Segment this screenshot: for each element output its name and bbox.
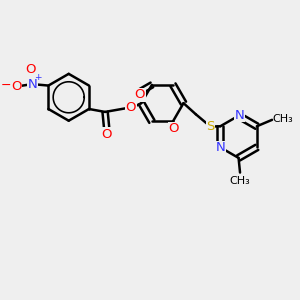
Text: N: N [216,141,226,154]
Text: O: O [169,122,179,135]
Text: O: O [101,128,112,141]
Text: O: O [26,63,36,76]
Text: −: − [1,79,11,92]
Text: CH₃: CH₃ [230,176,250,186]
Text: N: N [234,109,244,122]
Text: O: O [126,101,136,114]
Text: N: N [27,78,37,91]
Text: O: O [134,88,145,101]
Text: O: O [11,80,22,93]
Text: CH₃: CH₃ [272,114,293,124]
Text: +: + [34,73,41,82]
Text: S: S [206,120,214,133]
